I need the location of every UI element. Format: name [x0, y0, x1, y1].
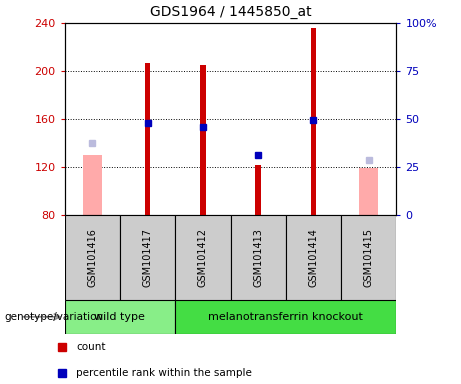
Text: GSM101412: GSM101412	[198, 228, 208, 287]
Text: melanotransferrin knockout: melanotransferrin knockout	[208, 312, 363, 322]
Text: count: count	[77, 342, 106, 352]
Text: wild type: wild type	[95, 312, 145, 322]
Bar	[145, 63, 150, 215]
Text: GSM101415: GSM101415	[364, 228, 374, 287]
Bar	[255, 165, 261, 215]
Bar	[359, 168, 378, 215]
Bar	[175, 215, 230, 300]
Bar	[341, 215, 396, 300]
Bar	[230, 215, 286, 300]
Bar	[175, 300, 396, 334]
Text: percentile rank within the sample: percentile rank within the sample	[77, 368, 252, 378]
Bar	[311, 28, 316, 215]
Bar	[65, 300, 175, 334]
Bar	[286, 215, 341, 300]
Text: GSM101414: GSM101414	[308, 228, 319, 287]
Text: genotype/variation: genotype/variation	[5, 312, 104, 322]
Bar	[200, 65, 206, 215]
Title: GDS1964 / 1445850_at: GDS1964 / 1445850_at	[150, 5, 311, 19]
Text: GSM101416: GSM101416	[87, 228, 97, 287]
Text: GSM101417: GSM101417	[142, 228, 153, 287]
Bar	[83, 155, 102, 215]
Bar	[65, 215, 120, 300]
Bar	[120, 215, 175, 300]
Text: GSM101413: GSM101413	[253, 228, 263, 287]
